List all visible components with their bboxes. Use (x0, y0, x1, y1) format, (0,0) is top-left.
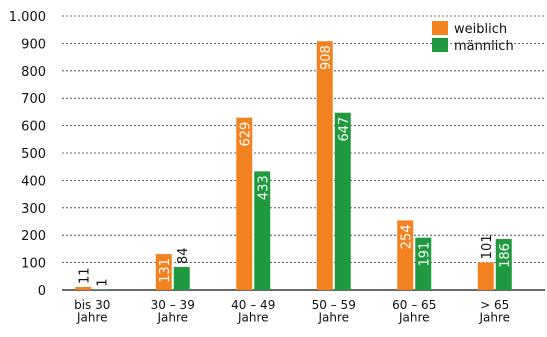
value-label: 84 (176, 247, 191, 264)
y-tick-label: 900 (21, 37, 46, 52)
y-tick-label: 400 (21, 174, 46, 189)
bar (478, 262, 494, 290)
y-tick-label: 200 (21, 229, 46, 244)
value-label: 908 (319, 45, 334, 70)
bar (174, 267, 190, 290)
value-label: 1 (95, 278, 110, 286)
value-label: 186 (498, 243, 513, 268)
y-tick-label: 1.000 (9, 10, 46, 25)
value-label: 629 (238, 122, 253, 147)
y-tick-label: 800 (21, 65, 46, 80)
value-label: 191 (417, 242, 432, 267)
legend: weiblich männlich (432, 21, 514, 54)
y-tick-label: 300 (21, 202, 46, 217)
legend-label: weiblich (454, 22, 507, 37)
y-tick-label: 0 (38, 284, 46, 299)
y-tick-label: 500 (21, 147, 46, 162)
bar (317, 41, 333, 290)
y-tick-label: 100 (21, 257, 46, 272)
y-tick-label: 700 (21, 92, 46, 107)
value-label: 254 (399, 224, 414, 249)
value-label: 11 (77, 267, 92, 284)
legend-label: männlich (454, 39, 514, 54)
value-label: 131 (158, 258, 173, 283)
legend-swatch (432, 38, 448, 52)
legend-swatch (432, 21, 448, 35)
value-label: 433 (256, 175, 271, 200)
bar (75, 287, 91, 290)
value-label: 101 (480, 234, 495, 259)
value-label: 647 (337, 117, 352, 142)
y-tick-label: 600 (21, 120, 46, 135)
